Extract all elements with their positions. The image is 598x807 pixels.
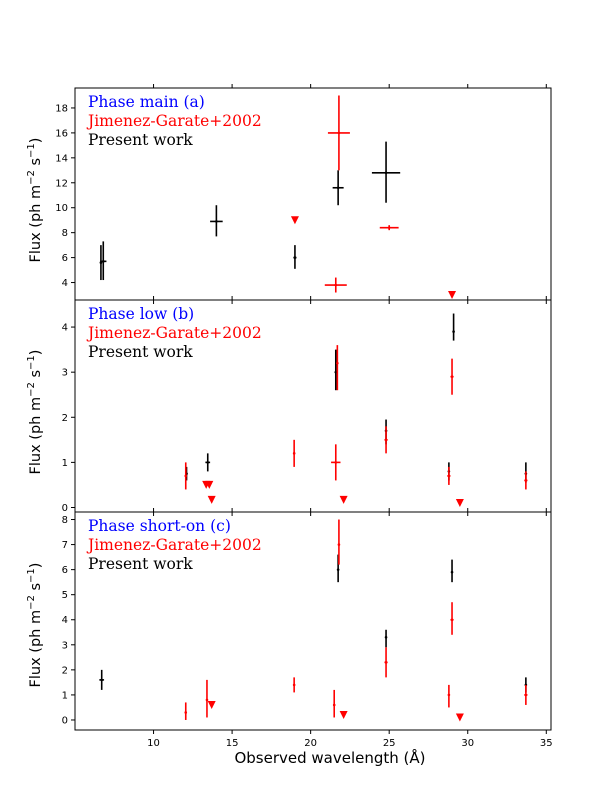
data-point-jimenez-c xyxy=(450,618,454,622)
legend-present-b: Present work xyxy=(88,343,193,361)
legend-phase-title-b: Phase low (b) xyxy=(88,305,194,323)
data-point-jimenez-c xyxy=(447,693,451,697)
data-point-jimenez-c xyxy=(524,693,528,697)
upper-limit-marker-jimenez-b xyxy=(205,480,214,489)
data-point-present-b xyxy=(206,461,210,464)
data-point-present-a xyxy=(215,220,218,223)
panel-b: 0 1 2 3 4 Phase low (b)Jimenez-Garate+2002Pre… xyxy=(62,296,552,516)
axes-frame-c xyxy=(74,511,552,731)
y-tick-label-c: 8 xyxy=(62,515,68,526)
data-point-jimenez-c xyxy=(184,711,188,714)
y-tick-label-a: 8 xyxy=(62,228,68,239)
data-point-jimenez-b xyxy=(334,461,338,464)
x-axis-label: Observed wavelength (Å) xyxy=(234,748,425,767)
data-point-present-a xyxy=(293,256,297,259)
upper-limit-marker-jimenez-b xyxy=(339,495,348,504)
data-point-present-a xyxy=(101,260,105,263)
x-tick-label: 15 xyxy=(226,738,239,749)
data-point-present-a xyxy=(384,171,388,175)
panel-a: 4 6 8 10 12 14 16 18 Phase main (a)Jimenez-Garat… xyxy=(55,84,552,304)
data-point-present-b xyxy=(452,330,455,333)
y-tick-label-a: 16 xyxy=(55,128,68,139)
legend-phase-title-a: Phase main (a) xyxy=(88,93,205,111)
y-tick-label-a: 18 xyxy=(55,103,68,114)
y-tick-label-c: 0 xyxy=(62,715,68,726)
data-point-present-c xyxy=(100,678,104,682)
y-tick-label-c: 5 xyxy=(62,590,68,601)
upper-limit-marker-jimenez-b xyxy=(455,498,464,507)
y-axis-label-a: Flux (ph m−2 s−1) xyxy=(26,138,44,263)
upper-limit-marker-jimenez-b xyxy=(207,495,216,504)
data-point-jimenez-b xyxy=(336,361,339,365)
upper-limit-marker-jimenez-c xyxy=(339,710,348,719)
y-tick-label-b: 0 xyxy=(62,503,68,514)
y-tick-label-b: 2 xyxy=(62,413,68,424)
y-tick-label-b: 3 xyxy=(62,368,68,379)
data-point-jimenez-a xyxy=(337,131,341,135)
data-point-jimenez-b xyxy=(447,474,451,478)
data-point-jimenez-b xyxy=(524,479,528,482)
x-tick-label: 30 xyxy=(461,738,474,749)
y-tick-label-c: 7 xyxy=(62,540,68,551)
data-point-jimenez-c xyxy=(205,698,209,702)
upper-limit-marker-jimenez-a xyxy=(290,216,299,225)
data-point-present-c xyxy=(450,570,454,574)
y-axis-label-c: Flux (ph m−2 s−1) xyxy=(26,563,44,688)
x-tick-label: 20 xyxy=(304,738,317,749)
data-point-jimenez-c xyxy=(332,703,336,707)
data-point-present-c xyxy=(384,635,388,639)
y-axis-label-b: Flux (ph m−2 s−1) xyxy=(26,350,44,475)
data-point-jimenez-b xyxy=(450,375,454,378)
upper-limit-marker-jimenez-c xyxy=(207,700,216,709)
x-tick-label: 10 xyxy=(147,738,160,749)
x-tick-label: 35 xyxy=(540,738,553,749)
y-tick-label-c: 4 xyxy=(62,615,68,626)
y-tick-label-c: 1 xyxy=(62,690,68,701)
legend-present-a: Present work xyxy=(88,131,193,149)
y-tick-label-a: 12 xyxy=(55,178,68,189)
data-point-jimenez-b xyxy=(184,474,188,478)
data-point-jimenez-c xyxy=(292,683,296,687)
y-tick-label-a: 14 xyxy=(55,153,68,164)
legend-phase-title-c: Phase short-on (c) xyxy=(88,517,231,535)
legend-jimenez-b: Jimenez-Garate+2002 xyxy=(86,324,262,342)
data-point-present-a xyxy=(336,186,340,190)
y-tick-label-c: 6 xyxy=(62,565,68,576)
data-point-jimenez-c xyxy=(337,543,341,546)
legend-jimenez-a: Jimenez-Garate+2002 xyxy=(86,112,262,130)
y-tick-label-c: 2 xyxy=(62,665,68,676)
data-point-jimenez-a xyxy=(387,226,391,229)
y-tick-label-a: 6 xyxy=(62,253,68,264)
y-tick-label-b: 1 xyxy=(62,458,68,469)
data-point-jimenez-b xyxy=(292,452,296,455)
data-point-jimenez-b xyxy=(384,438,388,442)
data-point-present-b xyxy=(334,370,338,374)
data-point-present-c xyxy=(336,568,340,571)
data-point-jimenez-a xyxy=(334,283,338,287)
y-tick-label-a: 10 xyxy=(55,203,68,214)
x-tick-label: 25 xyxy=(383,738,396,749)
y-tick-label-c: 3 xyxy=(62,640,68,651)
upper-limit-marker-jimenez-c xyxy=(455,713,464,722)
data-point-jimenez-c xyxy=(384,661,388,664)
legend-present-c: Present work xyxy=(88,555,193,573)
legend-jimenez-c: Jimenez-Garate+2002 xyxy=(86,536,262,554)
upper-limit-marker-jimenez-a xyxy=(448,291,457,300)
y-tick-label-a: 4 xyxy=(62,278,68,289)
panel-c: 0 1 2 3 4 5 6 7 8 10 15 20 25 30 35 Phase short-on (c)J… xyxy=(62,508,553,749)
y-tick-label-b: 4 xyxy=(62,323,68,334)
